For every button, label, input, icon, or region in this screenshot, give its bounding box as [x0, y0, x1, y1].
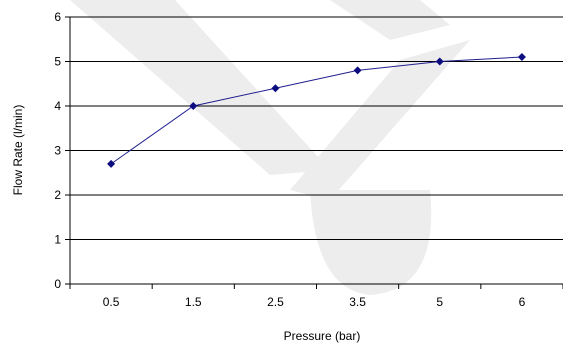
watermark-shape — [70, 0, 470, 295]
x-tick-label: 5 — [436, 295, 443, 309]
y-tick-label: 1 — [54, 233, 61, 247]
data-point — [353, 66, 362, 75]
data-point — [435, 57, 444, 66]
y-tick-label: 5 — [54, 55, 61, 69]
x-tick-label: 0.5 — [103, 295, 120, 309]
x-axis-label: Pressure (bar) — [284, 329, 361, 343]
axes — [65, 16, 563, 289]
y-tick-label: 2 — [54, 188, 61, 202]
y-axis-tick-labels: 0 1 2 3 4 5 6 — [54, 10, 61, 291]
x-axis-tick-labels: 0.5 1.5 2.5 3.5 5 6 — [103, 295, 526, 309]
data-point — [517, 53, 526, 62]
data-point — [271, 84, 280, 93]
series-flow-rate — [107, 53, 526, 168]
x-tick-label: 3.5 — [349, 295, 366, 309]
series-line — [110, 56, 522, 165]
y-tick-label: 3 — [54, 144, 61, 158]
y-axis-label: Flow Rate (l/min) — [11, 105, 25, 196]
data-point — [189, 102, 198, 110]
y-tick-label: 4 — [54, 99, 61, 113]
x-tick-label: 2.5 — [267, 295, 284, 309]
x-tick-label: 6 — [519, 295, 526, 309]
data-point — [107, 159, 116, 168]
gridlines — [70, 16, 563, 240]
x-tick-label: 1.5 — [185, 295, 202, 309]
y-tick-label: 6 — [54, 10, 61, 24]
y-tick-label: 0 — [54, 277, 61, 291]
